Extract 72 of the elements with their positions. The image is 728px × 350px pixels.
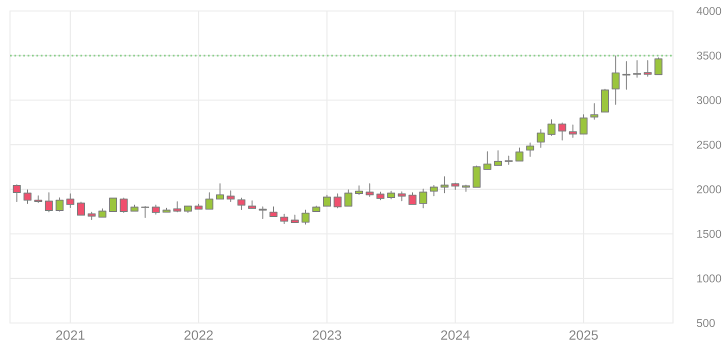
candlestick (334, 193, 342, 208)
candlestick (398, 191, 406, 202)
candlestick (430, 184, 438, 196)
candlestick (184, 206, 192, 213)
candlestick (515, 148, 524, 162)
candlestick (612, 56, 620, 105)
y-tick-label: 1000 (697, 274, 722, 282)
candlestick (280, 214, 288, 224)
candlestick (633, 60, 642, 78)
y-tick-label: 3500 (696, 52, 722, 60)
x-tick-label: 2024 (441, 330, 470, 340)
candlestick (141, 206, 150, 218)
candlestick (355, 185, 364, 195)
candlestick (302, 210, 310, 225)
y-tick-label: 1500 (697, 230, 722, 238)
candlestick (366, 183, 374, 197)
candlestick (120, 198, 128, 213)
candlestick (344, 189, 352, 207)
candlestick (205, 192, 214, 210)
candlestick (56, 197, 64, 212)
y-tick-label: 4000 (696, 7, 722, 16)
y-tick-label: 2500 (696, 140, 722, 149)
candlestick (558, 122, 566, 140)
candlestick (376, 192, 384, 200)
candlestick (248, 200, 256, 209)
candlestick (76, 202, 85, 216)
candlestick (440, 176, 449, 194)
candlestick (654, 57, 662, 76)
candlestick (408, 192, 416, 205)
candlestick (526, 142, 534, 157)
y-tick-label: 3000 (696, 96, 722, 104)
candlestick (216, 183, 224, 200)
candlestick (162, 208, 171, 213)
candlestick (98, 208, 106, 218)
candlestick (322, 194, 331, 207)
candlestick (419, 188, 428, 208)
candlestick (12, 184, 21, 202)
candlestick (194, 204, 203, 210)
candlestick (152, 204, 160, 215)
x-tick-label: 2023 (312, 330, 342, 340)
candlestick (34, 195, 42, 203)
candlestick (258, 206, 267, 219)
candlestick (590, 103, 598, 120)
x-tick-label: 2025 (569, 330, 598, 340)
candlestick (548, 119, 556, 136)
candlestick (130, 204, 138, 212)
candlestick (504, 156, 513, 165)
x-tick-label: 2021 (56, 330, 84, 340)
candlestick (237, 198, 246, 210)
candlestick (109, 198, 118, 212)
candlestick (536, 129, 545, 148)
candlestick (580, 114, 588, 134)
y-tick-label: 500 (696, 318, 715, 328)
candlestick (88, 212, 96, 220)
candlestick (24, 189, 32, 204)
candlestick (312, 206, 320, 212)
candlestick (290, 214, 299, 224)
candlestick (568, 124, 577, 138)
candlestick (494, 150, 502, 166)
candlestick (387, 190, 396, 200)
x-tick-label: 2022 (184, 330, 213, 340)
y-tick-label: 2000 (696, 185, 722, 194)
candlestick (462, 184, 470, 192)
candlestick (600, 88, 609, 112)
candlestick (622, 61, 630, 90)
candlestick (451, 182, 460, 190)
candlestick (66, 193, 74, 208)
candlestick (269, 206, 278, 217)
candlestick (44, 192, 53, 212)
candlestick (472, 165, 481, 188)
candlestick (483, 151, 492, 170)
candlestick (226, 190, 235, 202)
